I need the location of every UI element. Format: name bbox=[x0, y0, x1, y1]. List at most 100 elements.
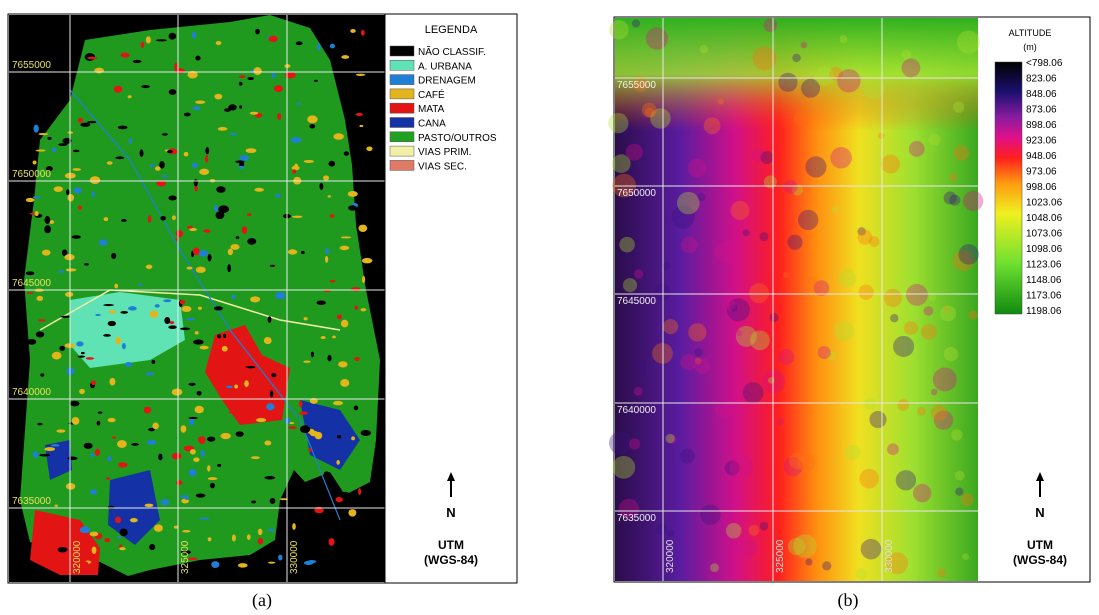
terrain-texture bbox=[881, 155, 900, 174]
terrain-texture bbox=[856, 569, 867, 580]
land-use-speck bbox=[120, 311, 128, 314]
land-use-speck bbox=[168, 325, 176, 329]
land-use-speck bbox=[56, 69, 66, 71]
terrain-texture bbox=[787, 235, 802, 250]
land-use-speck bbox=[314, 80, 318, 82]
land-use-speck bbox=[247, 534, 251, 540]
terrain-texture bbox=[944, 191, 957, 204]
land-use-speck bbox=[73, 150, 80, 153]
land-use-speck bbox=[226, 386, 233, 389]
land-use-speck bbox=[197, 391, 202, 396]
land-use-speck bbox=[297, 103, 301, 105]
land-use-speck bbox=[108, 506, 115, 509]
terrain-texture bbox=[834, 321, 854, 341]
color-bar bbox=[995, 62, 1022, 314]
land-use-speck bbox=[141, 42, 144, 48]
terrain-texture bbox=[704, 117, 721, 134]
land-use-speck bbox=[66, 268, 77, 271]
land-use-speck bbox=[56, 429, 65, 432]
land-use-speck bbox=[184, 152, 189, 157]
land-use-speck bbox=[51, 444, 59, 447]
land-use-speck bbox=[351, 436, 355, 440]
land-use-speck bbox=[208, 537, 212, 541]
land-use-speck bbox=[108, 321, 116, 326]
land-use-speck bbox=[155, 304, 160, 308]
land-use-speck bbox=[325, 256, 328, 263]
terrain-texture bbox=[878, 133, 884, 139]
land-use-speck bbox=[193, 457, 199, 462]
terrain-texture bbox=[931, 389, 938, 396]
terrain-texture bbox=[968, 311, 977, 320]
land-use-speck bbox=[323, 175, 329, 180]
legend-unit: (m) bbox=[1023, 42, 1037, 52]
easting-label: 320000 bbox=[72, 540, 83, 574]
land-use-speck bbox=[292, 523, 296, 530]
land-use-speck bbox=[247, 213, 251, 216]
land-use-speck bbox=[195, 56, 200, 61]
terrain-texture bbox=[784, 180, 798, 194]
datum-label: (WGS-84) bbox=[424, 553, 478, 567]
land-use-speck bbox=[362, 276, 365, 283]
land-use-speck bbox=[38, 319, 46, 321]
projection-label: UTM bbox=[438, 538, 464, 552]
land-use-speck bbox=[223, 334, 226, 338]
color-bar-label: 1148.06 bbox=[1026, 275, 1062, 286]
land-use-speck bbox=[311, 352, 314, 358]
land-use-speck bbox=[339, 44, 345, 47]
land-use-speck bbox=[145, 372, 154, 375]
legend-title: ALTITUDE bbox=[1009, 28, 1052, 38]
land-use-speck bbox=[92, 191, 95, 197]
terrain-texture bbox=[953, 102, 964, 113]
terrain-texture bbox=[961, 493, 974, 506]
terrain-texture bbox=[837, 69, 860, 92]
land-use-speck bbox=[196, 494, 206, 498]
northing-label: 7655000 bbox=[617, 80, 656, 91]
legend-title: LEGENDA bbox=[425, 24, 478, 36]
land-use-speck bbox=[203, 229, 210, 233]
land-use-speck bbox=[154, 524, 163, 532]
easting-label: 330000 bbox=[884, 539, 895, 573]
terrain-texture bbox=[895, 128, 903, 136]
land-use-speck bbox=[199, 250, 208, 257]
land-use-speck bbox=[362, 110, 371, 117]
terrain-texture bbox=[937, 568, 946, 577]
land-use-speck bbox=[55, 39, 66, 43]
land-use-speck bbox=[205, 147, 209, 154]
land-use-speck bbox=[99, 239, 107, 245]
terrain-texture bbox=[902, 59, 921, 78]
land-use-speck bbox=[229, 411, 237, 413]
land-use-speck bbox=[78, 355, 86, 357]
land-use-speck bbox=[332, 335, 336, 338]
terrain-texture bbox=[957, 30, 980, 53]
land-use-speck bbox=[148, 215, 152, 223]
land-use-speck bbox=[292, 169, 296, 173]
terrain-texture bbox=[897, 399, 909, 411]
terrain-texture bbox=[929, 294, 936, 301]
terrain-texture bbox=[857, 230, 872, 245]
land-use-speck bbox=[227, 264, 231, 272]
land-use-speck bbox=[292, 216, 302, 218]
land-use-speck bbox=[195, 331, 199, 334]
land-use-speck bbox=[192, 32, 196, 39]
terrain-texture bbox=[818, 346, 831, 359]
land-use-speck bbox=[211, 561, 219, 568]
land-use-speck bbox=[117, 440, 127, 448]
land-use-speck bbox=[189, 469, 197, 477]
terrain-texture bbox=[710, 563, 719, 572]
land-use-speck bbox=[133, 60, 142, 63]
land-use-speck bbox=[128, 95, 132, 98]
terrain-texture bbox=[958, 244, 979, 265]
terrain-texture bbox=[861, 539, 882, 560]
land-use-speck bbox=[208, 477, 218, 480]
terrain-texture bbox=[700, 45, 708, 53]
land-use-speck bbox=[360, 560, 365, 562]
land-use-speck bbox=[74, 187, 82, 193]
land-use-speck bbox=[121, 53, 130, 58]
easting-label: 320000 bbox=[665, 539, 676, 573]
land-use-speck bbox=[161, 175, 169, 177]
terrain-texture bbox=[718, 98, 724, 104]
terrain-texture bbox=[626, 144, 643, 161]
land-use-speck bbox=[82, 28, 92, 36]
land-use-speck bbox=[150, 164, 155, 167]
land-use-speck bbox=[319, 183, 323, 190]
